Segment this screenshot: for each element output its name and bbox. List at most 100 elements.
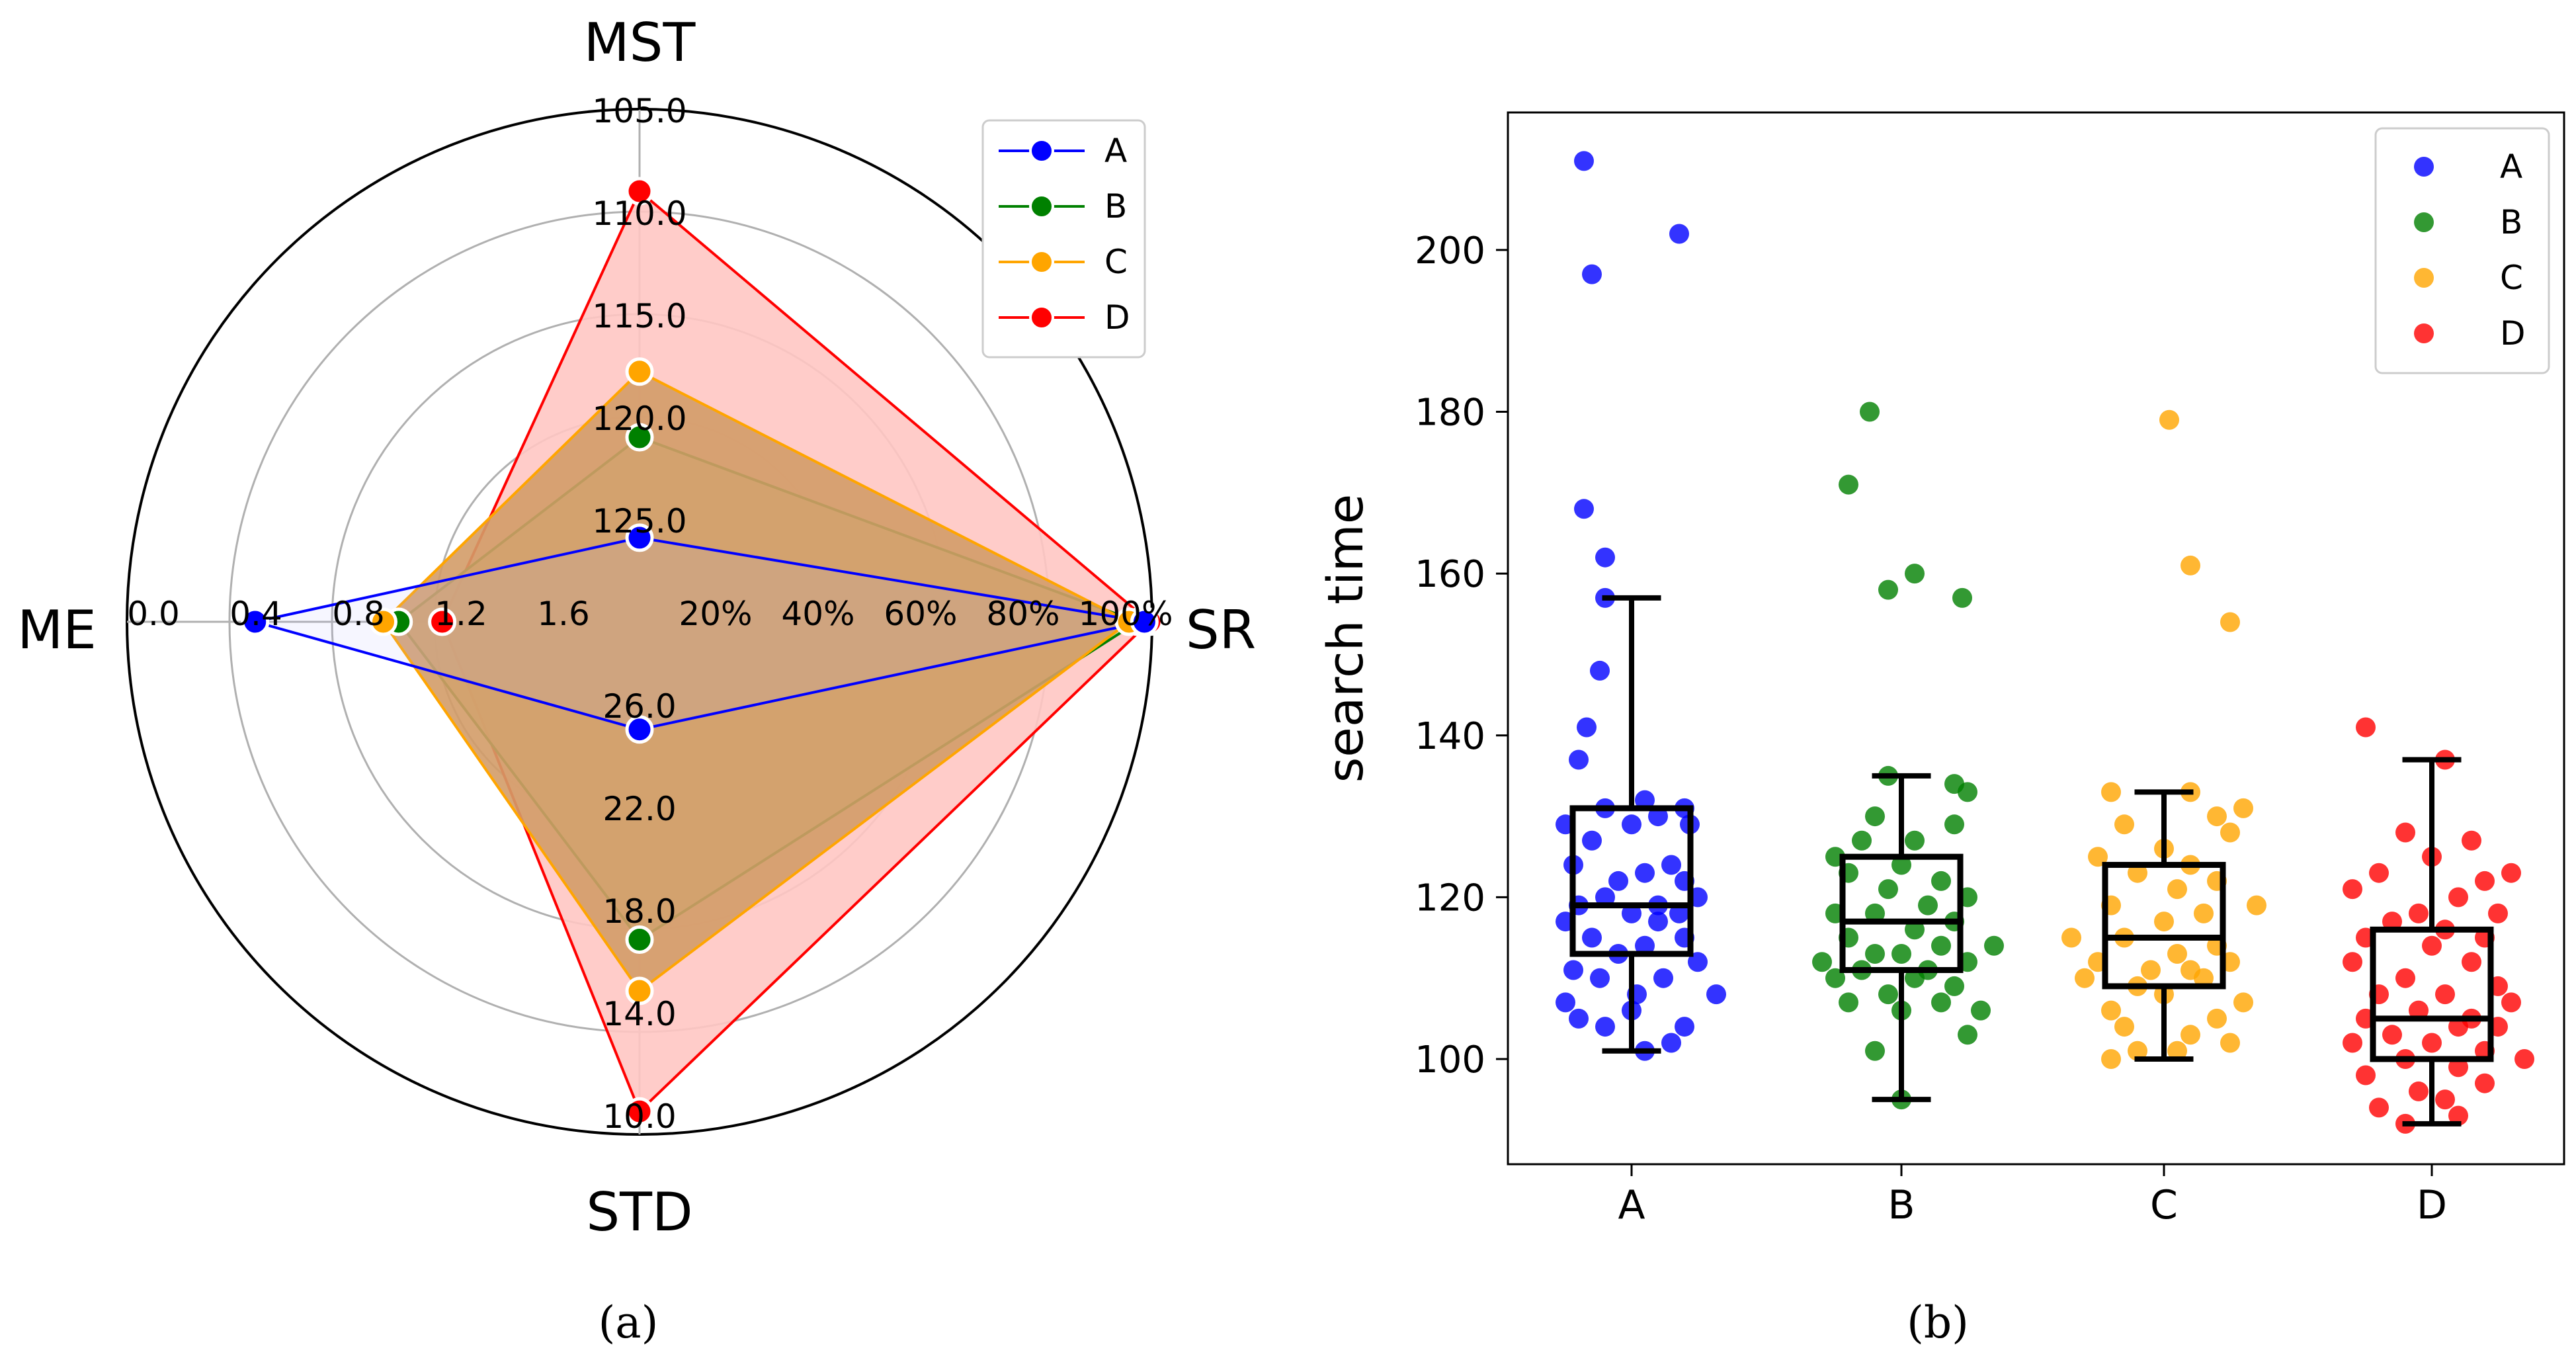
point-c-34	[2207, 1008, 2227, 1029]
point-d-18	[2343, 952, 2362, 972]
radar-tick-labels: 105.0 110.0 115.0 120.0 125.0 20% 40% 60% 80% 100…	[127, 92, 1173, 1136]
point-d-31	[2422, 1033, 2442, 1053]
point-a-1	[1574, 151, 1594, 171]
box-x-ticks: A B C D	[1618, 1164, 2447, 1228]
point-c-37	[2220, 1033, 2240, 1053]
point-b-38	[1839, 992, 1858, 1013]
radar-tick-me-2: 0.4	[229, 595, 282, 633]
point-b-2	[1839, 474, 1858, 495]
point-b-21	[1865, 903, 1885, 923]
point-a-20	[1635, 863, 1655, 883]
point-d-4	[2462, 830, 2481, 851]
point-a-36	[1563, 960, 1583, 980]
box-boxes	[1569, 595, 2494, 1127]
point-b-34	[1825, 968, 1845, 988]
point-c-29	[2194, 968, 2214, 988]
point-a-8	[1577, 717, 1597, 738]
y-tick-label-180: 180	[1415, 392, 1485, 435]
point-d-17	[2422, 935, 2442, 956]
plot-frame	[1507, 111, 2565, 1166]
point-a-5	[1595, 547, 1615, 568]
radar-tick-me-1: 0.0	[127, 595, 180, 633]
radar-legend-marker-d	[1029, 305, 1054, 330]
point-d-24	[2501, 992, 2521, 1013]
radar-tick-std-3: 18.0	[602, 892, 676, 931]
box-legend-marker-c	[2414, 268, 2434, 288]
point-b-19	[1918, 895, 1938, 915]
point-c-2	[2181, 555, 2200, 575]
point-b-39	[1971, 1000, 1991, 1021]
point-b-5	[1952, 587, 1972, 608]
radar-legend-label-d: D	[1104, 298, 1130, 337]
point-b-9	[1865, 806, 1885, 827]
radar-point-b-std	[625, 925, 654, 954]
point-b-37	[1931, 992, 1951, 1013]
radar-tick-me-3: 0.8	[332, 595, 385, 633]
point-a-2	[1669, 224, 1689, 244]
box-c	[2102, 861, 2226, 990]
radar-legend-label-c: C	[1104, 243, 1128, 281]
point-c-7	[2207, 806, 2227, 827]
point-d-12	[2488, 903, 2508, 923]
point-a-40	[1706, 984, 1726, 1005]
radar-tick-me-4: 1.2	[435, 595, 487, 633]
point-d-22	[2435, 984, 2455, 1005]
point-d-7	[2369, 863, 2389, 883]
radar-tick-me-5: 1.6	[537, 595, 590, 633]
point-b-35	[1944, 976, 1964, 996]
point-a-37	[1653, 968, 1673, 988]
point-b-16	[1931, 871, 1951, 891]
y-tick-label-200: 200	[1415, 230, 1485, 273]
radar-point-c-mst	[625, 357, 654, 386]
axis-label-sr: SR	[1186, 599, 1256, 661]
x-tick-label-a: A	[1618, 1182, 1645, 1228]
radar-series-group	[241, 177, 1164, 1126]
point-a-43	[1569, 1008, 1589, 1029]
point-c-1	[2159, 409, 2179, 430]
radar-tick-mst-4: 120.0	[592, 400, 686, 438]
point-b-25	[1984, 935, 2004, 956]
radar-tick-sr-2: 40%	[781, 595, 854, 633]
box-legend-marker-a	[2414, 157, 2434, 177]
point-c-27	[2141, 960, 2161, 980]
point-c-40	[2101, 1049, 2121, 1069]
y-tick-label-160: 160	[1415, 553, 1485, 596]
radar-legend-marker-a	[1029, 138, 1054, 163]
point-b-23	[1905, 919, 1925, 940]
point-a-46	[1661, 1033, 1681, 1053]
point-a-10	[1635, 790, 1655, 810]
point-d-19	[2462, 952, 2481, 972]
radar-tick-std-5: 10.0	[602, 1097, 676, 1136]
point-a-23	[1595, 887, 1615, 908]
radar-tick-sr-4: 80%	[986, 595, 1059, 633]
point-b-29	[1812, 952, 1832, 972]
box-y-ticks: 100 120 140 160 180 200	[1415, 230, 1508, 1082]
point-b-11	[1852, 830, 1872, 851]
point-c-8	[2114, 814, 2134, 835]
radar-point-d-me	[428, 607, 457, 636]
point-d-41	[2369, 1097, 2389, 1118]
point-b-8	[1958, 782, 1977, 802]
point-d-39	[2409, 1081, 2429, 1101]
radar-tick-std-1: 26.0	[602, 687, 676, 726]
point-d-40	[2435, 1089, 2455, 1110]
radar-tick-std-4: 14.0	[602, 995, 676, 1033]
box-d	[2370, 926, 2494, 1062]
point-d-32	[2343, 1033, 2362, 1053]
point-c-15	[2167, 879, 2187, 900]
point-c-19	[2154, 912, 2174, 932]
point-d-9	[2343, 879, 2362, 900]
box-legend-marker-d	[2414, 323, 2434, 343]
y-tick-label-100: 100	[1415, 1039, 1485, 1082]
radar-legend-frame	[981, 119, 1146, 359]
radar-legend-label-a: A	[1104, 132, 1127, 170]
point-d-1	[2356, 717, 2376, 738]
point-c-9	[2220, 822, 2240, 843]
y-axis-label: search time	[1317, 494, 1374, 783]
radar-chart: 105.0 110.0 115.0 120.0 125.0 20% 40% 60% 80% 100…	[17, 12, 1256, 1348]
radar-legend-marker-b	[1029, 194, 1054, 219]
box-legend-label-c: C	[2500, 259, 2523, 297]
point-c-32	[2233, 992, 2253, 1013]
point-c-35	[2114, 1017, 2134, 1037]
